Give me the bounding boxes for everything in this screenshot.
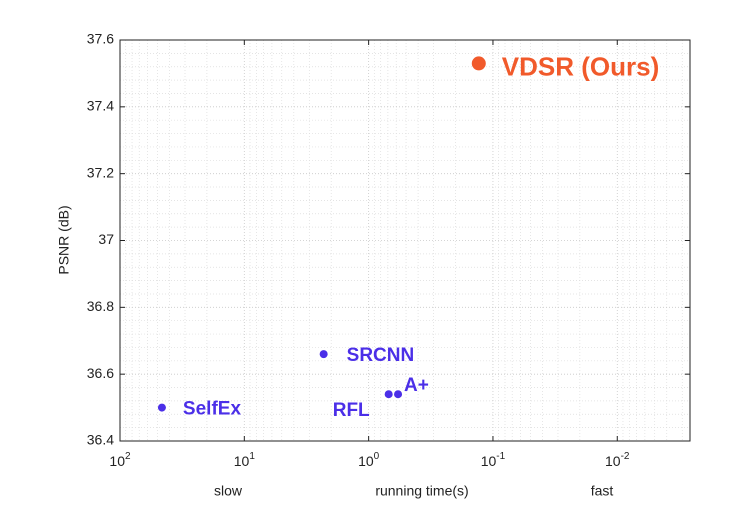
y-tick-label: 37.6 bbox=[87, 31, 114, 47]
tick-base: 10 bbox=[481, 453, 497, 469]
point-label: SRCNN bbox=[347, 345, 415, 366]
x-tick-label: 10-2 bbox=[605, 451, 630, 469]
y-tick-label: 37.4 bbox=[87, 98, 114, 114]
y-tick-label: 36.6 bbox=[87, 365, 114, 381]
y-tick-label: 36.4 bbox=[87, 432, 114, 448]
tick-base: 10 bbox=[109, 453, 125, 469]
tick-base: 10 bbox=[605, 453, 621, 469]
tick-exponent: 1 bbox=[249, 451, 255, 462]
point bbox=[157, 403, 166, 412]
point bbox=[394, 390, 403, 399]
y-axis-label: PSNR (dB) bbox=[56, 205, 72, 274]
x-note: fast bbox=[591, 483, 614, 499]
plot-frame bbox=[119, 39, 691, 442]
x-tick-label: 100 bbox=[358, 451, 380, 469]
point-label: RFL bbox=[333, 400, 370, 421]
tick-exponent: 2 bbox=[125, 451, 131, 462]
y-tick-label: 37 bbox=[98, 231, 114, 247]
tick-exponent: -1 bbox=[496, 451, 505, 462]
x-tick-label: 102 bbox=[109, 451, 131, 469]
point bbox=[319, 350, 328, 359]
x-axis-label: running time(s) bbox=[375, 483, 468, 499]
y-tick-label: 37.2 bbox=[87, 164, 114, 180]
point bbox=[384, 390, 393, 399]
tick-base: 10 bbox=[234, 453, 250, 469]
tick-base: 10 bbox=[358, 453, 374, 469]
y-tick-label: 36.8 bbox=[87, 298, 114, 314]
point bbox=[471, 56, 486, 71]
tick-exponent: -2 bbox=[621, 451, 630, 462]
x-note: slow bbox=[214, 483, 243, 499]
point-label: SelfEx bbox=[183, 399, 242, 420]
point-label: VDSR (Ours) bbox=[502, 51, 659, 81]
x-tick-label: 10-1 bbox=[481, 451, 506, 469]
x-tick-label: 101 bbox=[234, 451, 256, 469]
point-label: A+ bbox=[404, 375, 429, 396]
tick-exponent: 0 bbox=[374, 451, 380, 462]
